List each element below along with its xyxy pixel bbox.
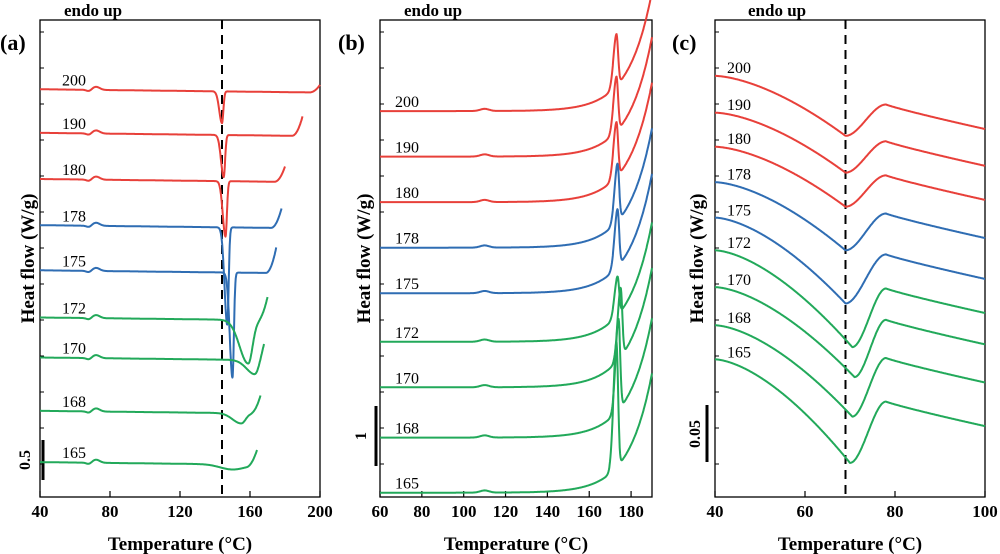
y-axis-label: Heat flow (W/g)	[18, 194, 39, 324]
series-line	[379, 317, 653, 439]
series-label: 165	[395, 476, 419, 493]
endo-up-label: endo up	[404, 1, 462, 20]
series-label: 172	[727, 235, 751, 252]
series-label: 168	[395, 421, 419, 438]
series-label: 175	[395, 276, 419, 293]
series-line	[714, 74, 986, 137]
endo-up-label: endo up	[748, 1, 806, 20]
series-line	[379, 82, 653, 204]
x-tick-label: 100	[972, 502, 998, 521]
series-line	[714, 249, 986, 349]
series-line	[39, 343, 265, 376]
series-label: 178	[395, 231, 419, 248]
panel-a: 40 80 120 160 200 Temperature (°C) Heat flow (…	[0, 1, 333, 554]
series-line	[714, 324, 986, 418]
series-label: 175	[727, 202, 751, 219]
series-label: 172	[62, 301, 86, 318]
series-label: 180	[395, 185, 419, 202]
series-line	[714, 286, 986, 379]
scale-bar-label: 0.5	[17, 450, 34, 470]
series-line	[39, 166, 286, 238]
panel-b: 60 80 100 120 140 160 180 Temperature (°C) Heat …	[338, 0, 653, 554]
series-line	[39, 247, 278, 379]
scale-bar-label: 1	[353, 432, 370, 440]
series-label: 170	[62, 341, 86, 358]
series-label: 178	[727, 167, 751, 184]
x-axis-label: Temperature (°C)	[108, 534, 252, 554]
panel-c: 40 60 80 100 Temperature (°C) Heat flow (W/g)…	[672, 1, 998, 554]
x-axis-label: Temperature (°C)	[444, 534, 588, 554]
series-label: 180	[727, 131, 751, 148]
endo-up-label: endo up	[64, 1, 122, 20]
series-line	[379, 222, 653, 343]
x-tick-label: 180	[618, 502, 644, 521]
series-label: 190	[62, 116, 86, 133]
panel-label: (b)	[338, 30, 365, 55]
x-tick-label: 160	[576, 502, 602, 521]
series-label: 175	[62, 253, 86, 270]
series-label: 190	[395, 140, 419, 157]
x-tick-label: 120	[493, 502, 519, 521]
series-label: 200	[395, 94, 419, 111]
series-line	[39, 296, 269, 365]
series-label: 165	[62, 445, 86, 462]
series-line	[39, 116, 304, 179]
panel-label: (c)	[672, 30, 696, 55]
series-label: 168	[62, 394, 86, 411]
series-line	[379, 173, 653, 295]
series-label: 168	[727, 310, 751, 327]
series-line	[379, 0, 652, 113]
x-tick-label: 100	[451, 502, 477, 521]
series-line	[714, 145, 986, 208]
x-tick-label: 40	[32, 502, 49, 521]
x-tick-label: 200	[307, 502, 333, 521]
series-line	[379, 341, 653, 494]
x-tick-label: 140	[535, 502, 561, 521]
x-tick-label: 80	[102, 502, 119, 521]
series-label: 170	[395, 370, 419, 387]
series-label: 170	[727, 272, 751, 289]
series-label: 200	[727, 60, 751, 77]
plot-frame	[714, 19, 986, 498]
x-tick-label: 80	[413, 502, 430, 521]
series-label: 165	[727, 344, 751, 361]
x-tick-label: 40	[707, 502, 724, 521]
panel-label: (a)	[0, 30, 26, 55]
x-tick-label: 60	[372, 502, 389, 521]
scale-bar-label: 0.05	[687, 420, 704, 448]
series-label: 190	[727, 97, 751, 114]
x-tick-label: 160	[237, 502, 263, 521]
series-label: 172	[395, 325, 419, 342]
series-line	[39, 84, 321, 125]
series-line	[714, 216, 986, 305]
series-line	[39, 395, 262, 425]
series-label: 200	[62, 72, 86, 89]
series-line	[39, 208, 283, 326]
series-line	[379, 267, 653, 389]
series-line	[379, 37, 653, 158]
x-axis-label: Temperature (°C)	[778, 534, 922, 554]
series-label: 180	[62, 162, 86, 179]
series-label: 178	[62, 208, 86, 225]
y-axis-label: Heat flow (W/g)	[687, 194, 708, 324]
series-line	[714, 111, 986, 174]
series-line	[379, 128, 653, 249]
y-axis-label: Heat flow (W/g)	[354, 194, 375, 324]
x-tick-label: 120	[167, 502, 193, 521]
series-line	[39, 449, 258, 471]
series-line	[714, 358, 986, 464]
x-tick-label: 80	[887, 502, 904, 521]
plot-frame	[379, 19, 653, 498]
x-tick-label: 60	[797, 502, 814, 521]
series-line	[714, 181, 986, 252]
